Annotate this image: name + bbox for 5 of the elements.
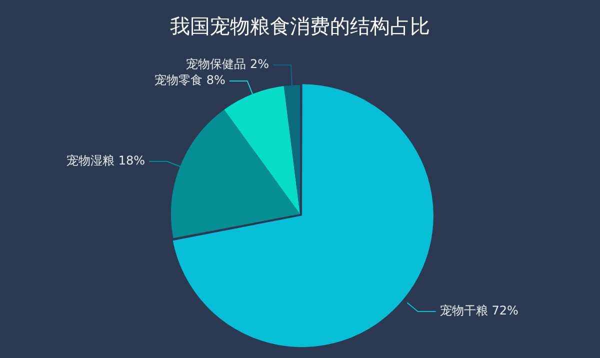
chart-title: 我国宠物粮食消费的结构占比	[170, 14, 430, 38]
slice-label: 宠物零食 8%	[154, 73, 226, 88]
slice-label: 宠物湿粮 18%	[66, 153, 146, 168]
slice-label: 宠物干粮 72%	[440, 304, 518, 318]
slice-label: 宠物保健品 2%	[186, 57, 270, 72]
